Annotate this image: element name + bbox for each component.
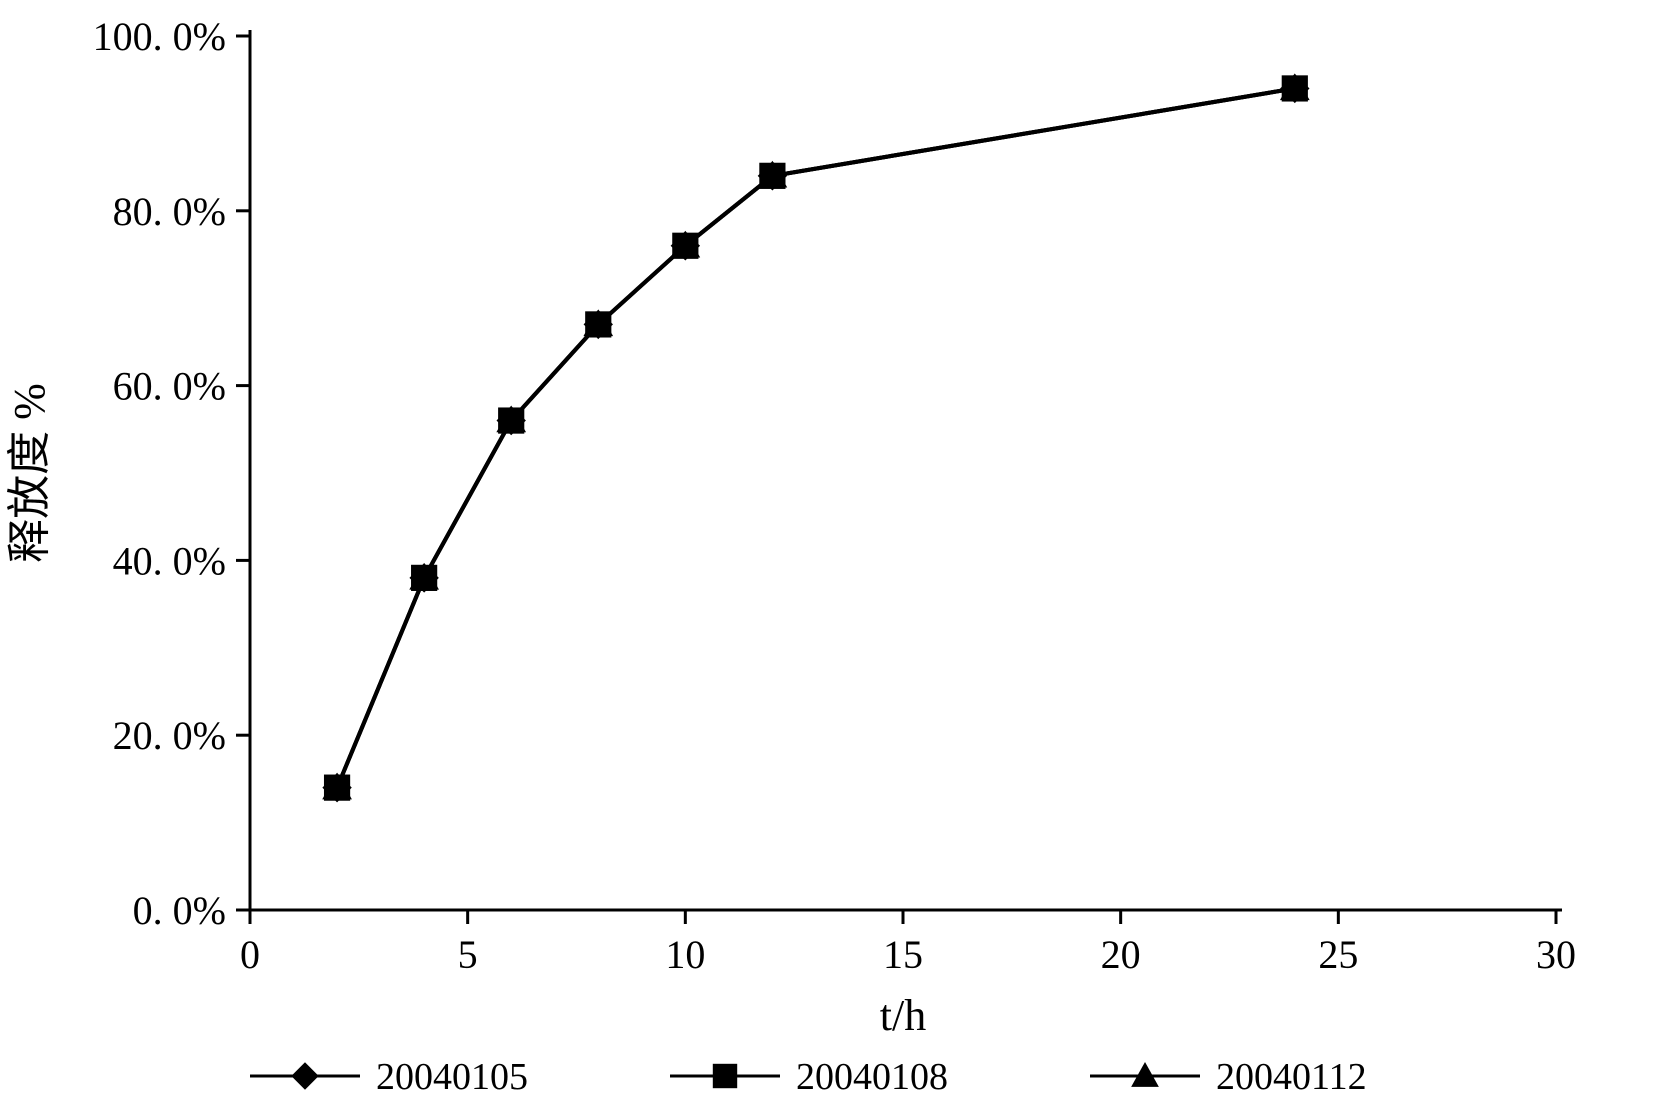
chart-container: 0 5 10 15 20 25 30 t/h 0. 0% 20. 0% 40. 0% 60. 0% 80… xyxy=(0,0,1674,1109)
x-tick-label: 25 xyxy=(1318,932,1358,977)
marker-square-legend xyxy=(713,1064,736,1087)
x-tick-label: 10 xyxy=(665,932,705,977)
legend-label: 20040108 xyxy=(796,1056,948,1098)
release-chart: 0 5 10 15 20 25 30 t/h 0. 0% 20. 0% 40. 0% 60. 0% 80… xyxy=(0,0,1674,1109)
series-line-20040108 xyxy=(337,88,1295,787)
x-axis-label: t/h xyxy=(880,991,926,1040)
x-tick-label: 15 xyxy=(883,932,923,977)
x-tick-label: 30 xyxy=(1536,932,1576,977)
legend-label: 20040105 xyxy=(376,1056,528,1098)
y-tick-label: 20. 0% xyxy=(113,713,226,758)
y-tick-label: 40. 0% xyxy=(113,538,226,583)
legend-label: 20040112 xyxy=(1216,1056,1367,1098)
y-axis-label: 释放度 % xyxy=(5,383,54,563)
x-tick-label: 0 xyxy=(240,932,260,977)
y-tick-label: 60. 0% xyxy=(113,364,226,409)
y-tick-label: 0. 0% xyxy=(133,888,226,933)
y-tick-label: 100. 0% xyxy=(93,14,226,59)
marker-diamond-legend xyxy=(292,1063,318,1089)
x-tick-label: 5 xyxy=(458,932,478,977)
series-line-20040112 xyxy=(337,88,1295,787)
series-line-20040105 xyxy=(337,88,1295,787)
y-tick-label: 80. 0% xyxy=(113,189,226,234)
x-tick-label: 20 xyxy=(1101,932,1141,977)
